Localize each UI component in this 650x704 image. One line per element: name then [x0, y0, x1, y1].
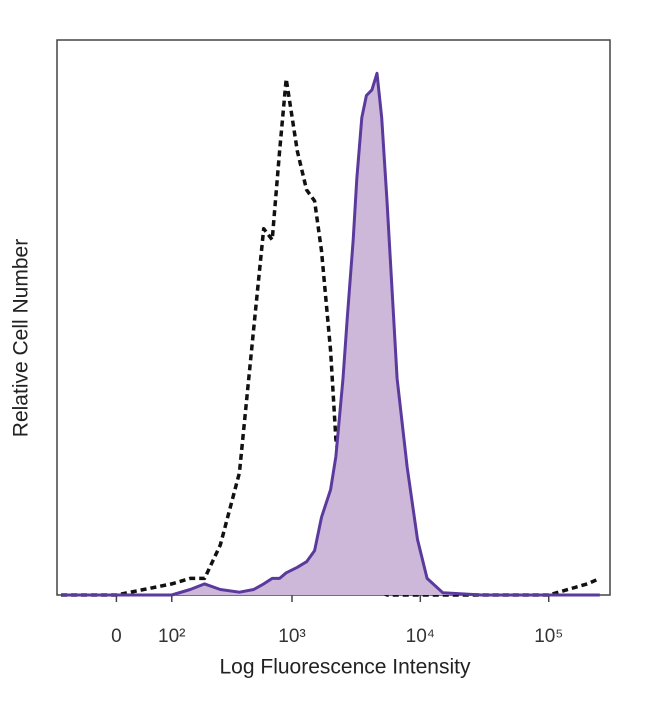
histogram-line — [61, 71, 600, 597]
x-tick-label: 0 — [111, 626, 122, 647]
x-tick-label: 10³ — [278, 626, 305, 647]
x-tick-label: 10⁵ — [534, 626, 563, 647]
x-tick-label: 10² — [158, 626, 185, 647]
x-tick-label: 10⁴ — [406, 626, 435, 647]
x-axis-title: Log Fluorescence Intensity — [220, 656, 471, 679]
histogram-area — [61, 73, 600, 596]
y-axis-title: Relative Cell Number — [10, 239, 33, 437]
